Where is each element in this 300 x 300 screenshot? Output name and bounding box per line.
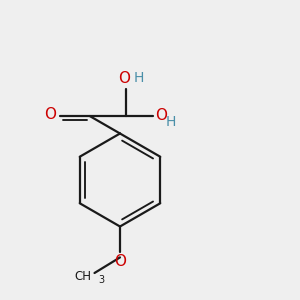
- Text: O: O: [118, 70, 130, 86]
- Text: H: H: [166, 115, 176, 129]
- Text: CH: CH: [74, 270, 91, 284]
- Text: 3: 3: [98, 275, 104, 285]
- Text: O: O: [44, 107, 56, 122]
- Text: H: H: [134, 71, 144, 85]
- Text: O: O: [114, 254, 126, 268]
- Text: O: O: [155, 108, 167, 123]
